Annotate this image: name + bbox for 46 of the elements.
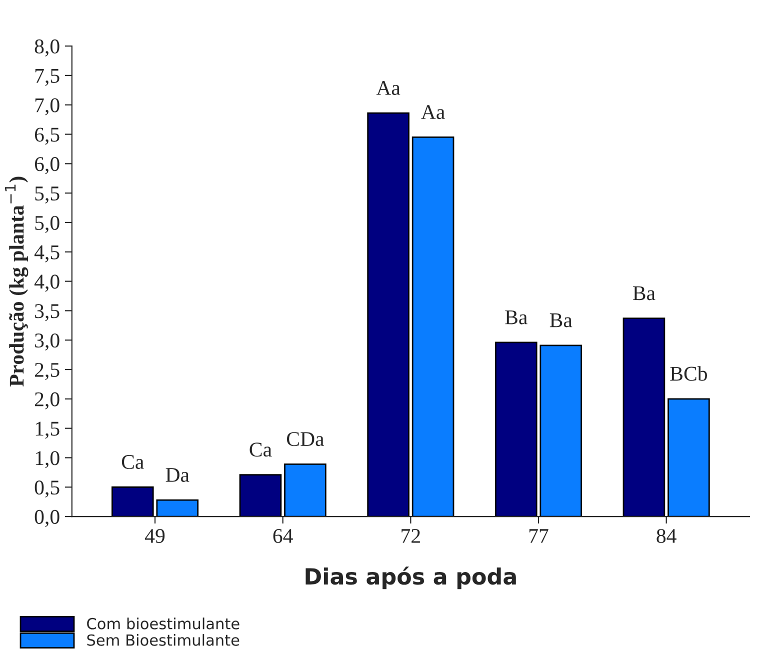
- x-tick-label: 64: [273, 528, 293, 543]
- y-tick-label: 8,0: [34, 39, 60, 56]
- y-tick-label: 5,5: [35, 186, 60, 204]
- data-label: CDa: [286, 432, 324, 446]
- y-tick-label: 2,5: [34, 362, 60, 380]
- data-label: Aa: [421, 105, 445, 120]
- y-tick-label: 4,0: [34, 274, 60, 292]
- x-tick-label: 72: [402, 528, 420, 543]
- y-tick-label: 2,0: [34, 392, 60, 410]
- y-tick-label: 0,0: [34, 510, 60, 527]
- bar: [367, 112, 410, 517]
- y-tick-label: 6,5: [34, 128, 60, 145]
- bar: [622, 318, 666, 517]
- data-label: BCb: [670, 366, 708, 381]
- data-label: Ba: [632, 286, 656, 300]
- legend-label: Com bioestimulante: [87, 618, 240, 630]
- x-tick-label: 84: [656, 528, 676, 543]
- legend-label: Sem Bioestimulante: [87, 634, 240, 646]
- data-label: Ba: [505, 310, 528, 324]
- data-label: Ba: [550, 313, 572, 328]
- x-tick-label: 49: [144, 528, 165, 543]
- x-axis-title: Dias após a poda: [306, 566, 516, 590]
- x-tick-label: 77: [529, 529, 548, 543]
- bar: [284, 463, 326, 517]
- data-label: Da: [166, 468, 190, 482]
- y-tick-label: 5,0: [35, 216, 60, 233]
- bar: [156, 499, 199, 517]
- y-tick-label: 6,0: [34, 157, 60, 174]
- data-label: Aa: [376, 81, 400, 95]
- y-tick-label: 3,5: [35, 304, 60, 322]
- bar: [239, 474, 282, 517]
- data-label: Ca: [250, 442, 272, 457]
- y-tick-label: 1,5: [36, 422, 60, 439]
- bar: [540, 344, 582, 517]
- y-tick-label: 0,5: [34, 480, 60, 498]
- bar: [494, 342, 538, 517]
- data-label: Ca: [122, 455, 144, 470]
- y-axis-title: Produção (kg planta$^{−1}$): [4, 176, 28, 386]
- y-tick-label: 1,0: [36, 451, 60, 468]
- bar: [412, 136, 454, 517]
- bar: [111, 486, 154, 517]
- y-tick-label: 7,5: [35, 69, 60, 86]
- y-tick-label: 3,0: [35, 333, 60, 351]
- y-tick-label: 7,0: [35, 98, 60, 116]
- bar: [668, 398, 710, 517]
- y-tick-label: 4,5: [34, 245, 60, 262]
